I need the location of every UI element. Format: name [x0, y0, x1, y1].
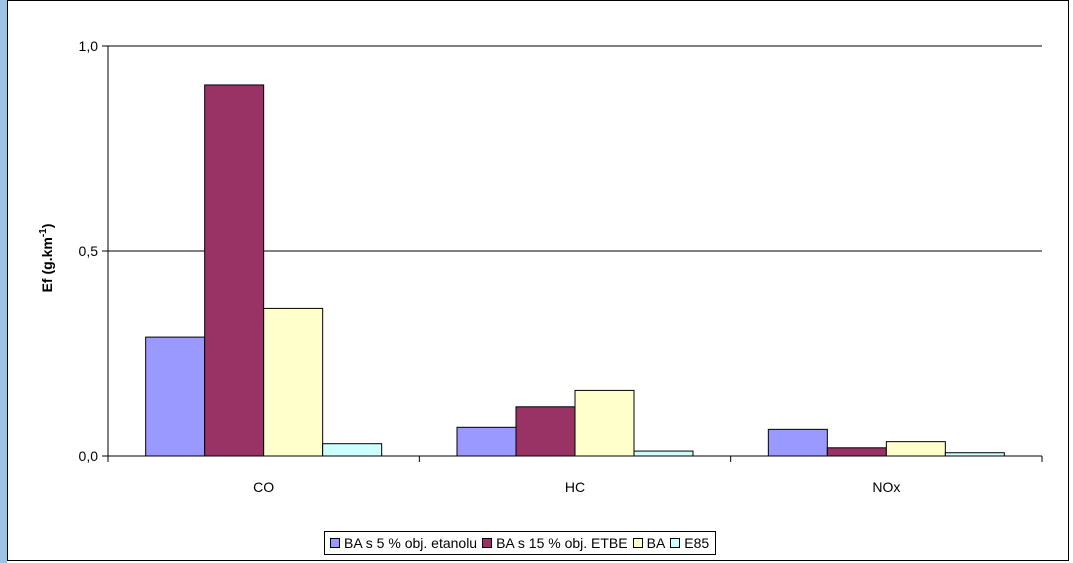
legend-item: E85 [670, 535, 709, 551]
bar-hc-series-4 [633, 450, 694, 457]
bar-co-series-4 [322, 443, 383, 457]
legend-swatch [482, 538, 493, 548]
legend-swatch [330, 538, 340, 548]
legend-item: BA [632, 535, 666, 551]
legend-label: E85 [684, 535, 710, 551]
x-tick-label: CO [253, 479, 274, 495]
bar-nox-series-1 [767, 428, 828, 457]
y-axis-label-superscript: -1 [38, 228, 49, 237]
legend-swatch [632, 538, 643, 548]
legend-label: BA s 15 % obj. ETBE [496, 535, 628, 551]
bar-co-series-1 [145, 336, 206, 457]
bar-hc-series-2 [515, 406, 576, 457]
x-tick-label: NOx [872, 479, 900, 495]
y-tick-label: 1,0 [79, 38, 99, 54]
y-axis-label-main: Ef (g.km [39, 237, 55, 292]
y-axis-label: Ef (g.km-1) [38, 224, 55, 293]
legend-item: BA s 15 % obj. ETBE [482, 535, 628, 551]
bar-co-series-2 [204, 84, 265, 457]
axis-labels: 0,0 0,5 1,0 CO HC NOx [79, 38, 901, 495]
bar-hc-series-1 [456, 426, 517, 457]
legend-label: BA s 5 % obj. etanolu [344, 535, 478, 551]
bar-nox-series-4 [944, 452, 1005, 457]
bar-hc-series-3 [574, 389, 635, 457]
bar-co-series-3 [263, 307, 324, 457]
bar-nox-series-2 [826, 447, 887, 457]
chart-area [7, 0, 1069, 561]
y-tick-label: 0,0 [79, 448, 99, 464]
bar-nox-series-3 [885, 441, 946, 457]
y-axis-label-suffix: ) [39, 224, 55, 229]
legend: BA s 5 % obj. etanolu BA s 15 % obj. ETBE… [324, 531, 717, 555]
x-tick-label: HC [565, 479, 585, 495]
legend-item: BA s 5 % obj. etanolu [330, 535, 477, 551]
window-edge-strip [0, 0, 7, 563]
bars [145, 84, 1005, 457]
y-tick-label: 0,5 [79, 243, 99, 259]
legend-swatch [670, 538, 681, 548]
legend-label: BA [646, 535, 666, 551]
